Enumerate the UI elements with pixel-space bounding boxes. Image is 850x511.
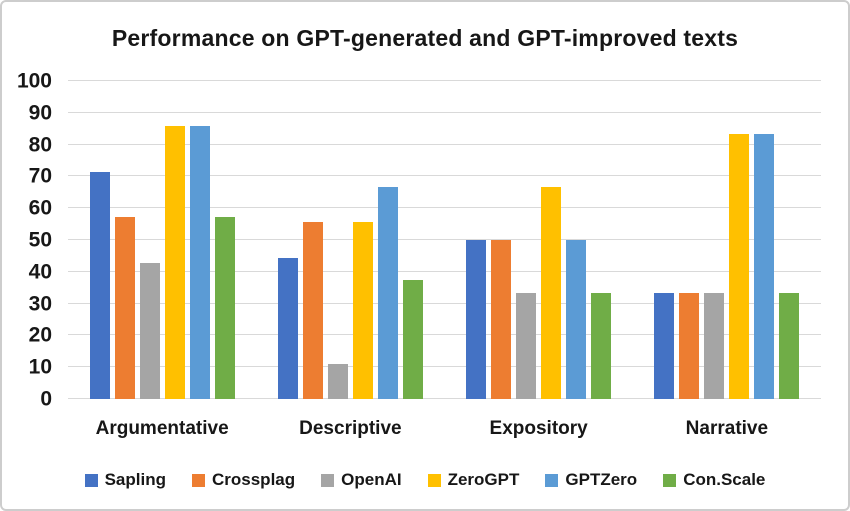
legend-label-gptzero: GPTZero bbox=[565, 470, 638, 489]
y-tick-label-30: 30 bbox=[28, 292, 52, 316]
x-category-label-descriptive: Descriptive bbox=[299, 418, 402, 439]
y-tick-label-90: 90 bbox=[28, 101, 52, 125]
y-tick-label-80: 80 bbox=[28, 133, 52, 157]
gridline bbox=[68, 270, 821, 272]
legend-label-crossplag: Crossplag bbox=[212, 470, 296, 489]
x-axis: Argumentative Descriptive Expository Narrat… bbox=[68, 418, 821, 440]
chart-title: Performance on GPT-generated and GPT-imp… bbox=[111, 25, 739, 51]
bar-con-scale-expository bbox=[591, 293, 612, 399]
legend-label-con-scale: Con.Scale bbox=[683, 470, 766, 489]
bar-crossplag-expository bbox=[491, 240, 512, 399]
legend-swatch-icon-zerogpt bbox=[427, 473, 441, 487]
legend-label-openai: OpenAI bbox=[341, 470, 402, 489]
legend-label-zerogpt: ZeroGPT bbox=[447, 470, 520, 489]
bar-group-argumentative bbox=[68, 81, 256, 399]
legend-swatch-icon-gptzero bbox=[545, 473, 559, 487]
bar-gptzero-narrative bbox=[754, 134, 775, 399]
gridline bbox=[68, 366, 821, 368]
legend-item-gptzero: GPTZero bbox=[545, 470, 637, 490]
bar-con-scale-descriptive bbox=[402, 279, 423, 399]
y-tick-label-40: 40 bbox=[28, 260, 52, 284]
gridline bbox=[68, 175, 821, 177]
gridline bbox=[68, 207, 821, 209]
legend-item-con-scale: Con.Scale bbox=[663, 470, 765, 490]
bar-zerogpt-argumentative bbox=[164, 126, 185, 399]
y-axis: 0 10 20 30 40 50 60 70 80 90 100 bbox=[2, 71, 58, 410]
bar-zerogpt-descriptive bbox=[352, 222, 373, 399]
legend-item-crossplag: Crossplag bbox=[192, 470, 295, 490]
bar-group-expository bbox=[445, 81, 633, 399]
legend-swatch-icon-sapling bbox=[84, 473, 98, 487]
bar-sapling-narrative bbox=[654, 293, 675, 399]
x-category-label-narrative: Narrative bbox=[685, 418, 769, 439]
bar-group-narrative bbox=[633, 81, 821, 399]
legend-item-openai: OpenAI bbox=[321, 470, 402, 490]
x-category-label-expository: Expository bbox=[489, 418, 588, 439]
y-tick-label-20: 20 bbox=[28, 323, 52, 347]
legend-label-sapling: Sapling bbox=[104, 470, 166, 489]
bar-gptzero-expository bbox=[566, 240, 587, 399]
bar-gptzero-argumentative bbox=[189, 126, 210, 399]
gridline bbox=[68, 143, 821, 145]
bar-groups bbox=[68, 81, 821, 399]
gridline bbox=[68, 334, 821, 336]
legend: Sapling Crossplag OpenAI ZeroGPT GPTZero Con.… bbox=[2, 470, 848, 490]
gridline bbox=[68, 80, 821, 81]
y-tick-label-60: 60 bbox=[28, 196, 52, 220]
plot-area bbox=[68, 80, 821, 399]
bar-crossplag-descriptive bbox=[302, 222, 323, 399]
x-category-label-argumentative: Argumentative bbox=[95, 418, 229, 439]
gridline bbox=[68, 111, 821, 113]
y-tick-label-0: 0 bbox=[40, 387, 52, 411]
bar-sapling-argumentative bbox=[89, 171, 110, 399]
y-tick-label-70: 70 bbox=[28, 164, 52, 188]
bar-zerogpt-expository bbox=[541, 186, 562, 399]
bar-con-scale-narrative bbox=[779, 293, 800, 399]
legend-swatch-icon-crossplag bbox=[192, 473, 205, 487]
bar-zerogpt-narrative bbox=[729, 134, 750, 399]
bar-crossplag-narrative bbox=[679, 293, 700, 399]
bar-crossplag-argumentative bbox=[114, 217, 135, 399]
bar-con-scale-argumentative bbox=[214, 217, 235, 399]
bar-openai-descriptive bbox=[327, 363, 348, 399]
gridline bbox=[68, 239, 821, 240]
gridline bbox=[68, 302, 821, 304]
legend-swatch-icon-openai bbox=[321, 473, 335, 487]
legend-item-sapling: Sapling bbox=[84, 470, 166, 490]
bar-sapling-descriptive bbox=[277, 257, 298, 399]
y-tick-label-10: 10 bbox=[28, 355, 52, 379]
y-tick-label-100: 100 bbox=[16, 69, 52, 93]
bar-group-descriptive bbox=[256, 81, 444, 399]
legend-item-zerogpt: ZeroGPT bbox=[427, 470, 520, 490]
y-tick-label-50: 50 bbox=[28, 228, 52, 252]
bar-openai-argumentative bbox=[139, 262, 160, 399]
gridline bbox=[68, 398, 821, 399]
bar-openai-narrative bbox=[704, 293, 725, 399]
bar-sapling-expository bbox=[466, 240, 487, 399]
bar-openai-expository bbox=[516, 293, 537, 399]
legend-swatch-icon-con-scale bbox=[663, 473, 677, 487]
bar-gptzero-descriptive bbox=[377, 186, 398, 399]
